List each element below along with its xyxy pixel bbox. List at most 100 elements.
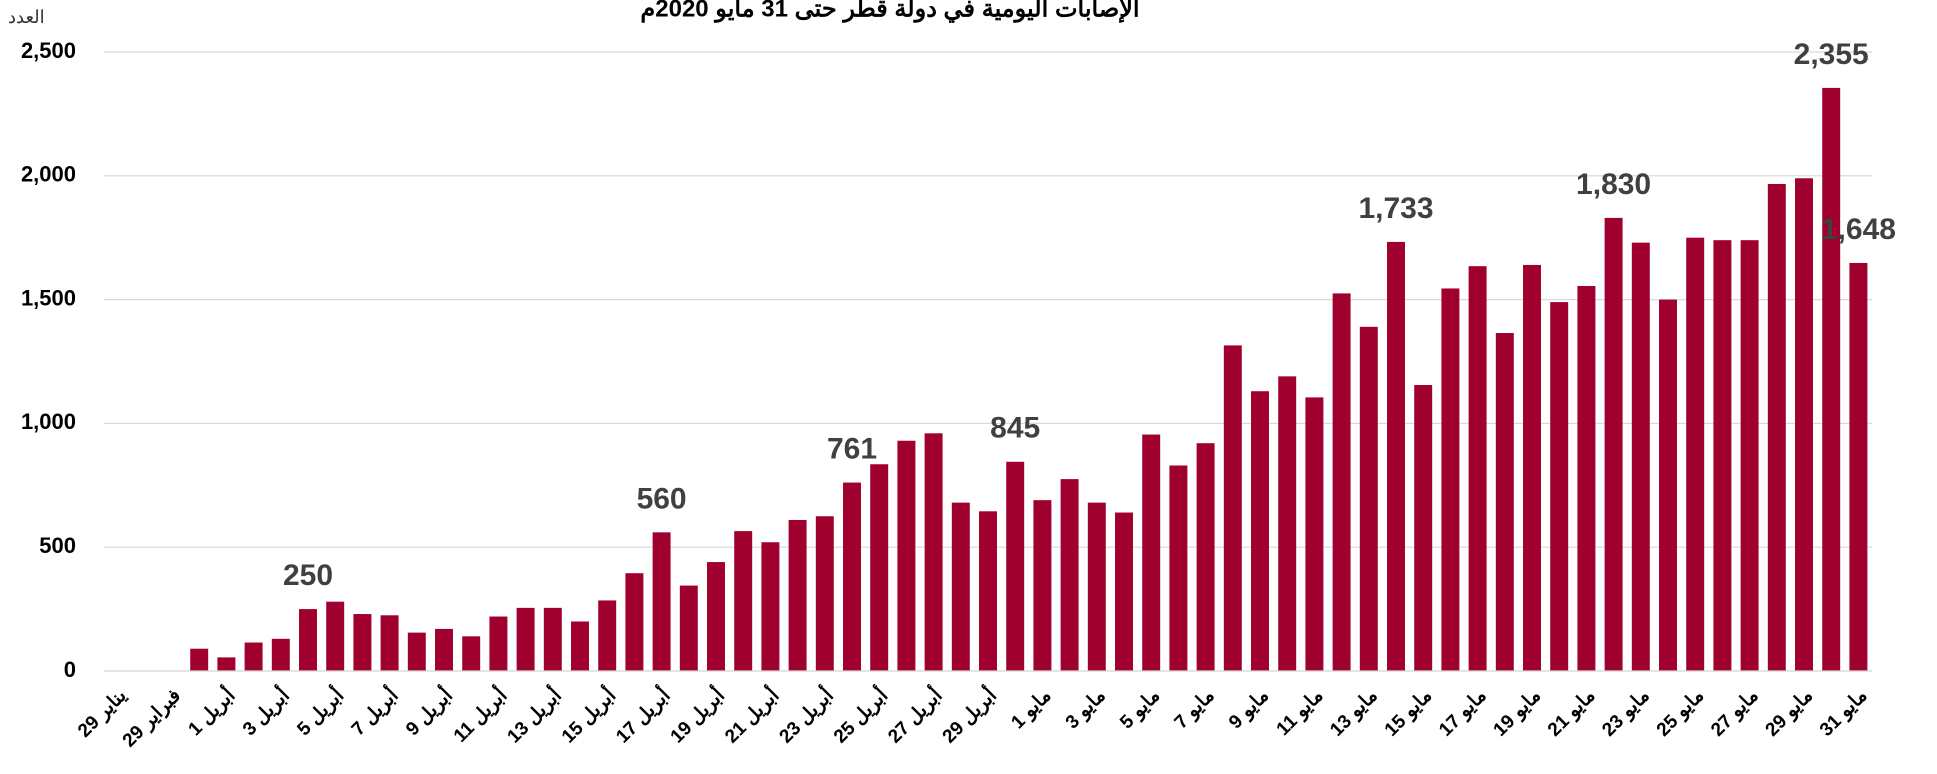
x-tick-label: 11 أبريل	[447, 682, 511, 746]
x-tick-label: 29 أبريل	[936, 682, 1001, 747]
data-label: 1,830	[1576, 168, 1651, 201]
bar	[1686, 237, 1705, 671]
x-tick-label: 23 أبريل	[773, 682, 838, 747]
bar	[435, 628, 453, 671]
bar	[1414, 385, 1433, 671]
bar	[924, 433, 943, 671]
bar	[1822, 87, 1841, 672]
y-tick-label: 1,000	[21, 409, 76, 434]
bar	[843, 482, 861, 671]
bar	[1359, 326, 1378, 671]
y-tick-label: 2,500	[21, 38, 76, 63]
bar	[788, 519, 807, 671]
data-label: 560	[637, 482, 687, 515]
x-tick-label: 1 مايو	[1007, 685, 1055, 733]
bar	[1550, 302, 1569, 671]
bar	[1795, 178, 1813, 671]
bar	[897, 440, 916, 671]
bar	[1495, 333, 1514, 671]
x-tick-label: 29 مايو	[1762, 685, 1818, 741]
x-tick-label: 13 مايو	[1326, 685, 1382, 741]
bar	[190, 648, 209, 671]
bar	[462, 636, 481, 671]
y-tick-label: 2,000	[21, 162, 76, 187]
bar	[1251, 391, 1269, 671]
x-tick-label: 17 أبريل	[610, 682, 675, 747]
bar	[1332, 293, 1351, 671]
x-tick-label: 3 مايو	[1062, 685, 1110, 733]
x-tick-label: 17 مايو	[1435, 685, 1491, 741]
bar	[407, 632, 426, 671]
bar	[679, 585, 698, 671]
bar	[1849, 262, 1868, 671]
x-tick-label: 5 أبريل	[291, 682, 349, 740]
x-tick-label: 19 أبريل	[664, 682, 729, 747]
x-tick-label: 25 مايو	[1653, 685, 1709, 741]
x-tick-label: 13 أبريل	[501, 682, 566, 747]
bar	[1767, 183, 1786, 671]
bar	[870, 464, 889, 671]
x-tick-label: 25 أبريل	[827, 682, 892, 747]
bar	[516, 607, 535, 671]
x-tick-label: 29 فبراير	[119, 685, 185, 751]
bar	[543, 607, 562, 671]
y-tick-label: 0	[64, 657, 76, 682]
bar	[1659, 299, 1677, 671]
x-tick-label: 15 مايو	[1381, 685, 1437, 741]
bar	[353, 614, 372, 671]
x-tick-label: 7 مايو	[1171, 685, 1219, 733]
x-tick-label: 9 مايو	[1225, 685, 1273, 733]
bar	[244, 642, 263, 671]
x-tick-label: 27 مايو	[1707, 685, 1763, 741]
data-label: 1,733	[1358, 192, 1433, 225]
chart-title: الإصابات اليومية في دولة قطر حتى 31 مايو…	[640, 0, 1139, 23]
data-label: 1,648	[1821, 213, 1896, 246]
y-axis-label: العدد	[8, 7, 45, 27]
bar	[1523, 264, 1541, 671]
x-tick-label: 21 مايو	[1544, 685, 1600, 741]
x-tick-label: 15 أبريل	[555, 682, 620, 747]
bar	[1740, 240, 1759, 671]
bar	[326, 601, 345, 671]
bar	[1441, 288, 1460, 671]
x-tick-label: 19 مايو	[1490, 685, 1546, 741]
bar	[1006, 461, 1025, 671]
bar	[299, 609, 317, 671]
bar	[1169, 465, 1188, 671]
x-tick-label: 23 مايو	[1598, 685, 1654, 741]
bar	[380, 615, 399, 671]
data-label: 761	[827, 432, 877, 465]
y-tick-label: 1,500	[21, 285, 76, 310]
x-tick-label: 1 أبريل	[182, 682, 240, 740]
bar	[625, 573, 644, 671]
bar	[734, 531, 753, 671]
bar	[1305, 397, 1324, 671]
x-tick-label: 27 أبريل	[882, 682, 947, 747]
x-tick-label: 3 أبريل	[236, 682, 294, 740]
bar	[1060, 479, 1079, 671]
bar	[1115, 512, 1133, 671]
x-tick-label: 21 أبريل	[718, 682, 783, 747]
bar	[979, 511, 997, 671]
bar	[1468, 266, 1487, 671]
bar	[217, 657, 236, 671]
bar	[271, 638, 290, 671]
y-tick-label: 500	[39, 533, 76, 558]
data-label: 2,355	[1794, 38, 1869, 71]
bar	[1223, 345, 1242, 671]
bar	[761, 542, 780, 671]
bar	[598, 600, 617, 671]
bar	[1087, 502, 1106, 671]
x-tick-label: 31 مايو	[1816, 685, 1872, 741]
bar	[1142, 434, 1161, 671]
x-tick-label: 11 مايو	[1273, 685, 1328, 740]
data-label: 845	[990, 412, 1040, 445]
bar	[1196, 443, 1215, 671]
x-tick-label: 9 أبريل	[399, 682, 457, 740]
bar	[1604, 217, 1623, 671]
data-label: 250	[283, 559, 333, 592]
bar	[951, 502, 970, 671]
bar	[707, 562, 725, 671]
bar	[571, 621, 589, 671]
